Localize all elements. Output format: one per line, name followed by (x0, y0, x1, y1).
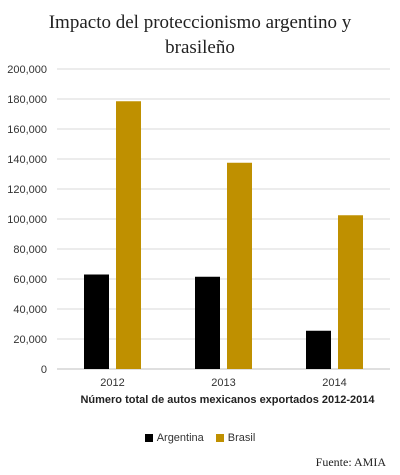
legend-label-brasil: Brasil (227, 432, 256, 444)
y-tick-label: 120,000 (7, 184, 47, 196)
chart-title-line-2: brasileño (165, 37, 235, 58)
bar-brasil-2014 (338, 215, 363, 369)
legend: Argentina Brasil (0, 432, 400, 444)
legend-item-argentina: Argentina (144, 432, 204, 444)
y-tick-label: 0 (41, 364, 47, 376)
y-tick-label: 160,000 (7, 124, 47, 136)
chart-title: Impacto del proteccionismo argentino y b… (0, 10, 400, 60)
legend-swatch-argentina (144, 434, 153, 442)
bar-argentina-2014 (306, 330, 331, 369)
x-tick-label: 2014 (322, 377, 346, 389)
source-note: Fuente: AMIA (315, 455, 386, 469)
y-tick-label: 20,000 (13, 334, 47, 346)
legend-label-argentina: Argentina (156, 432, 204, 444)
legend-swatch-brasil (215, 434, 224, 442)
y-tick-label: 100,000 (7, 214, 47, 226)
x-tick-label: 2012 (100, 377, 124, 389)
y-tick-label: 180,000 (7, 94, 47, 106)
bar-brasil-2013 (227, 162, 252, 369)
y-tick-label: 140,000 (7, 154, 47, 166)
legend-item-brasil: Brasil (215, 432, 256, 444)
y-tick-label: 60,000 (13, 274, 47, 286)
bar-argentina-2013 (195, 276, 220, 369)
chart-title-line-1: Impacto del proteccionismo argentino y (48, 12, 352, 33)
x-tick-label: 2013 (211, 377, 235, 389)
bar-argentina-2012 (84, 274, 109, 369)
y-tick-label: 80,000 (13, 244, 47, 256)
x-axis-label: Número total de autos mexicanos exportad… (80, 394, 375, 406)
y-tick-label: 200,000 (7, 64, 47, 76)
bar-brasil-2012 (116, 101, 141, 369)
y-tick-label: 40,000 (13, 304, 47, 316)
